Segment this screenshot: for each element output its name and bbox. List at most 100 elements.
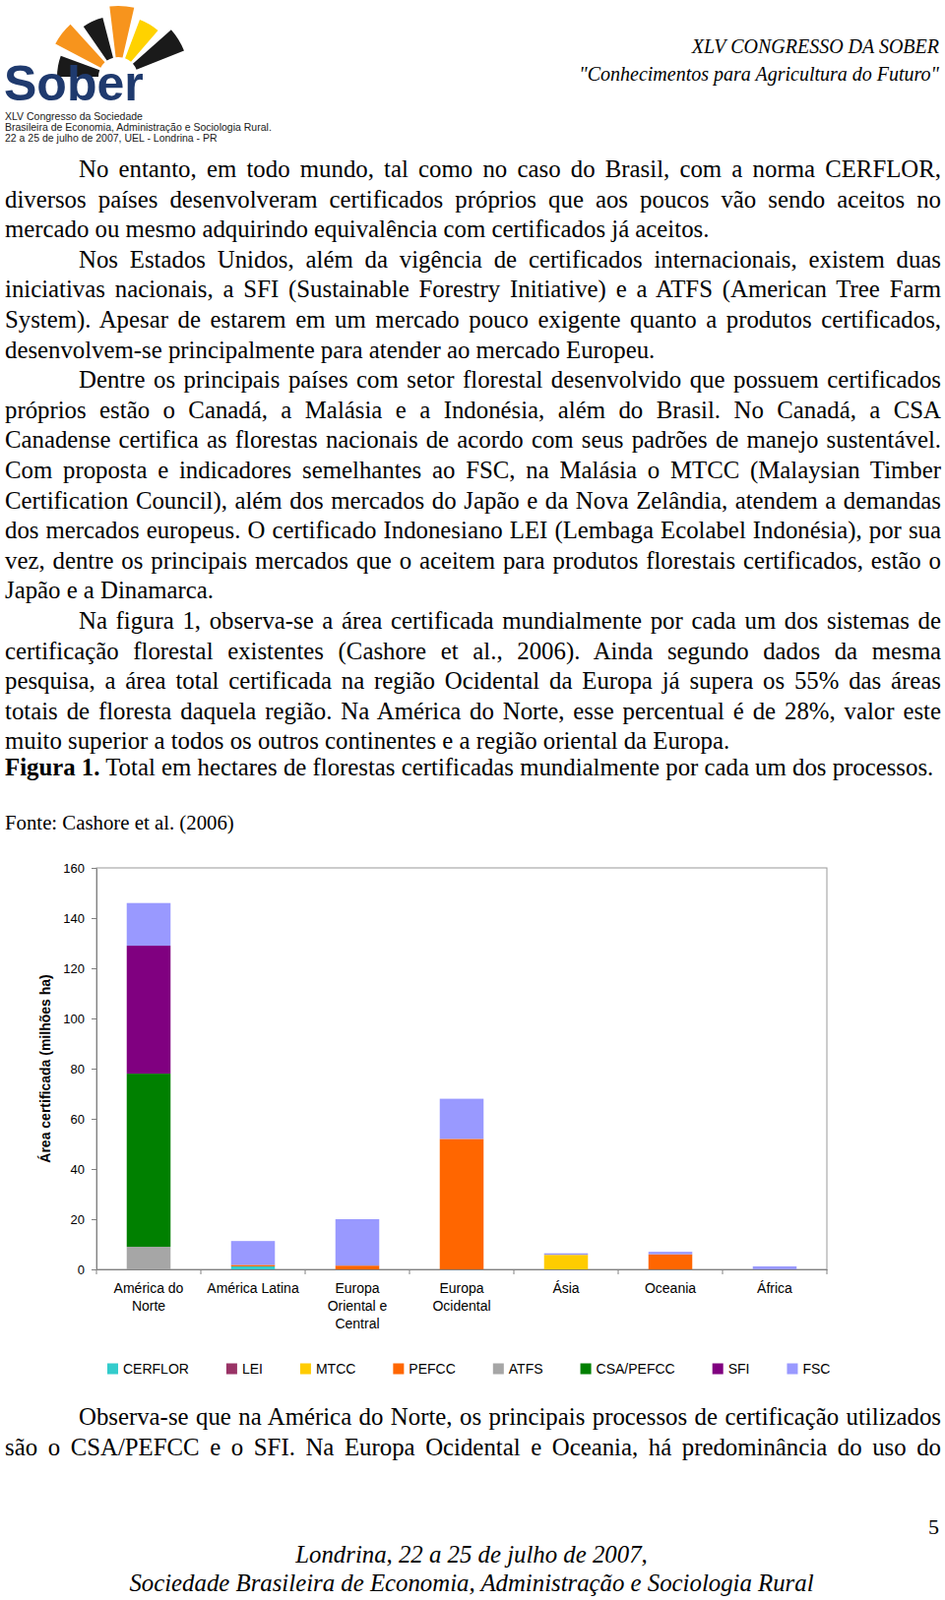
bar-segment (126, 1073, 172, 1248)
paragraph: Na figura 1, observa-se a área certifica… (4, 606, 942, 757)
logo: SoberXLV Congresso da SociedadeBrasileir… (3, 5, 272, 144)
series-0 (231, 1266, 276, 1270)
x-tick-label-line: Ásia (552, 1280, 579, 1297)
x-tick-label-line: Europa (439, 1280, 484, 1297)
x-tick-label: Ásia (552, 1280, 579, 1297)
legend-swatch (580, 1364, 592, 1376)
y-tick-mark (91, 1119, 97, 1121)
category-divider (200, 1269, 202, 1275)
x-tick-label: América doNorte (114, 1280, 185, 1315)
legend-label: CSA/PEFCC (596, 1361, 676, 1378)
y-tick: 100 (63, 1011, 97, 1027)
figure-caption-text: Total em hectares de florestas certifica… (105, 754, 934, 781)
y-axis-line (96, 869, 98, 1271)
bar-segment (544, 1255, 589, 1270)
legend-swatch (392, 1364, 404, 1376)
x-tick-label-line: Oriental e (327, 1298, 388, 1315)
plot-frame (96, 868, 827, 1270)
y-tick-mark (91, 868, 97, 870)
y-tick-mark (91, 1219, 97, 1221)
x-tick-label: Oceania (644, 1280, 696, 1297)
bar-segment (335, 1219, 380, 1266)
x-tick-label-line: Oceania (644, 1280, 696, 1297)
x-tick-label-line: Central (334, 1316, 379, 1332)
y-tick: 40 (70, 1162, 97, 1178)
y-tick-mark (91, 1169, 97, 1171)
y-tick-label: 120 (63, 961, 85, 977)
legend-swatch (712, 1364, 724, 1376)
header-right: XLV CONGRESSO DA SOBER"Conhecimentos par… (578, 32, 940, 88)
series-4 (126, 1247, 172, 1270)
y-tick-label: 40 (70, 1162, 85, 1178)
y-tick-mark (91, 1018, 97, 1020)
legend-swatch (786, 1364, 798, 1376)
series-6 (126, 945, 172, 1074)
bar-segment (126, 903, 172, 946)
series-3 (231, 1138, 693, 1270)
x-tick-label-line: América do (114, 1280, 185, 1297)
bar-segment (753, 1266, 798, 1270)
x-axis: América doNorteAmérica LatinaEuropaOrien… (97, 1269, 828, 1332)
legend-swatch (300, 1364, 312, 1376)
x-tick-label: EuropaOcidental (432, 1280, 491, 1315)
paragraph: Dentre os principais países com setor fl… (4, 365, 942, 607)
body-text: No entanto, em todo mundo, tal como no c… (4, 154, 942, 757)
y-tick-mark (91, 918, 97, 920)
legend-item: PEFCC (392, 1361, 455, 1378)
y-tick-label: 140 (63, 911, 85, 927)
logo-fan (83, 17, 114, 62)
x-tick-label-line: Norte (131, 1298, 166, 1315)
y-tick: 20 (70, 1212, 97, 1228)
legend-label: PEFCC (408, 1361, 455, 1378)
series-2 (544, 1255, 589, 1270)
legend-label: MTCC (315, 1361, 356, 1378)
figure-label: Figura 1. (4, 754, 100, 781)
y-axis-title: Área certificada (milhões ha) (37, 974, 54, 1163)
x-tick-label-line: África (756, 1280, 793, 1297)
footer: Londrina, 22 a 25 de julho de 2007,Socie… (0, 1540, 944, 1598)
y-tick-label: 0 (77, 1262, 85, 1278)
category-divider (722, 1269, 724, 1275)
x-tick: Ásia (552, 1269, 579, 1297)
chart: 020406080100120140160América doNorteAmér… (37, 861, 830, 1378)
category-divider (618, 1269, 620, 1275)
category-divider (305, 1269, 307, 1275)
bar-segment (231, 1264, 276, 1267)
footer-line: Sociedade Brasileira de Economia, Admini… (0, 1569, 944, 1598)
figure-caption: Figura 1. Total em hectares de florestas… (4, 753, 942, 784)
x-tick: EuropaOcidental (432, 1269, 491, 1315)
legend-item: CERFLOR (107, 1361, 189, 1378)
y-tick: 120 (63, 961, 97, 977)
bar-segment (440, 1099, 485, 1140)
legend: CERFLORLEIMTCCPEFCCATFSCSA/PEFCCSFIFSC (107, 1361, 830, 1378)
legend-item: SFI (712, 1361, 751, 1378)
figure-source: Fonte: Cashore et al. (2006) (4, 811, 235, 835)
legend-label: ATFS (508, 1361, 544, 1378)
logo-caption: 22 a 25 de julho de 2007, UEL - Londrina… (4, 131, 218, 144)
legend-label: LEI (242, 1361, 263, 1378)
y-tick-label: 100 (63, 1011, 85, 1027)
bars (126, 903, 798, 1270)
x-tick: EuropaOriental eCentral (327, 1269, 388, 1332)
congress-theme: "Conhecimentos para Agricultura do Futur… (578, 60, 940, 88)
bar-segment (440, 1138, 485, 1270)
bar-segment (126, 945, 172, 1074)
y-tick: 60 (70, 1112, 97, 1128)
x-tick-label: América Latina (206, 1280, 300, 1297)
y-tick: 80 (70, 1062, 97, 1077)
bar-segment (544, 1254, 589, 1257)
paragraph: Observa-se que na América do Norte, os p… (4, 1402, 942, 1463)
x-tick-label: EuropaOriental eCentral (327, 1280, 388, 1332)
page-number: 5 (928, 1513, 940, 1542)
category-divider (409, 1269, 411, 1275)
category-divider (513, 1269, 515, 1275)
y-tick-label: 160 (63, 861, 85, 877)
congress-title: XLV CONGRESSO DA SOBER (578, 32, 940, 61)
bar-segment (648, 1252, 693, 1256)
paragraph: No entanto, em todo mundo, tal como no c… (4, 154, 942, 246)
x-tick: África (756, 1269, 793, 1297)
category-divider (96, 1269, 98, 1275)
legend-item: ATFS (493, 1361, 544, 1378)
bar-segment (335, 1265, 380, 1270)
y-tick-mark (91, 1269, 97, 1271)
